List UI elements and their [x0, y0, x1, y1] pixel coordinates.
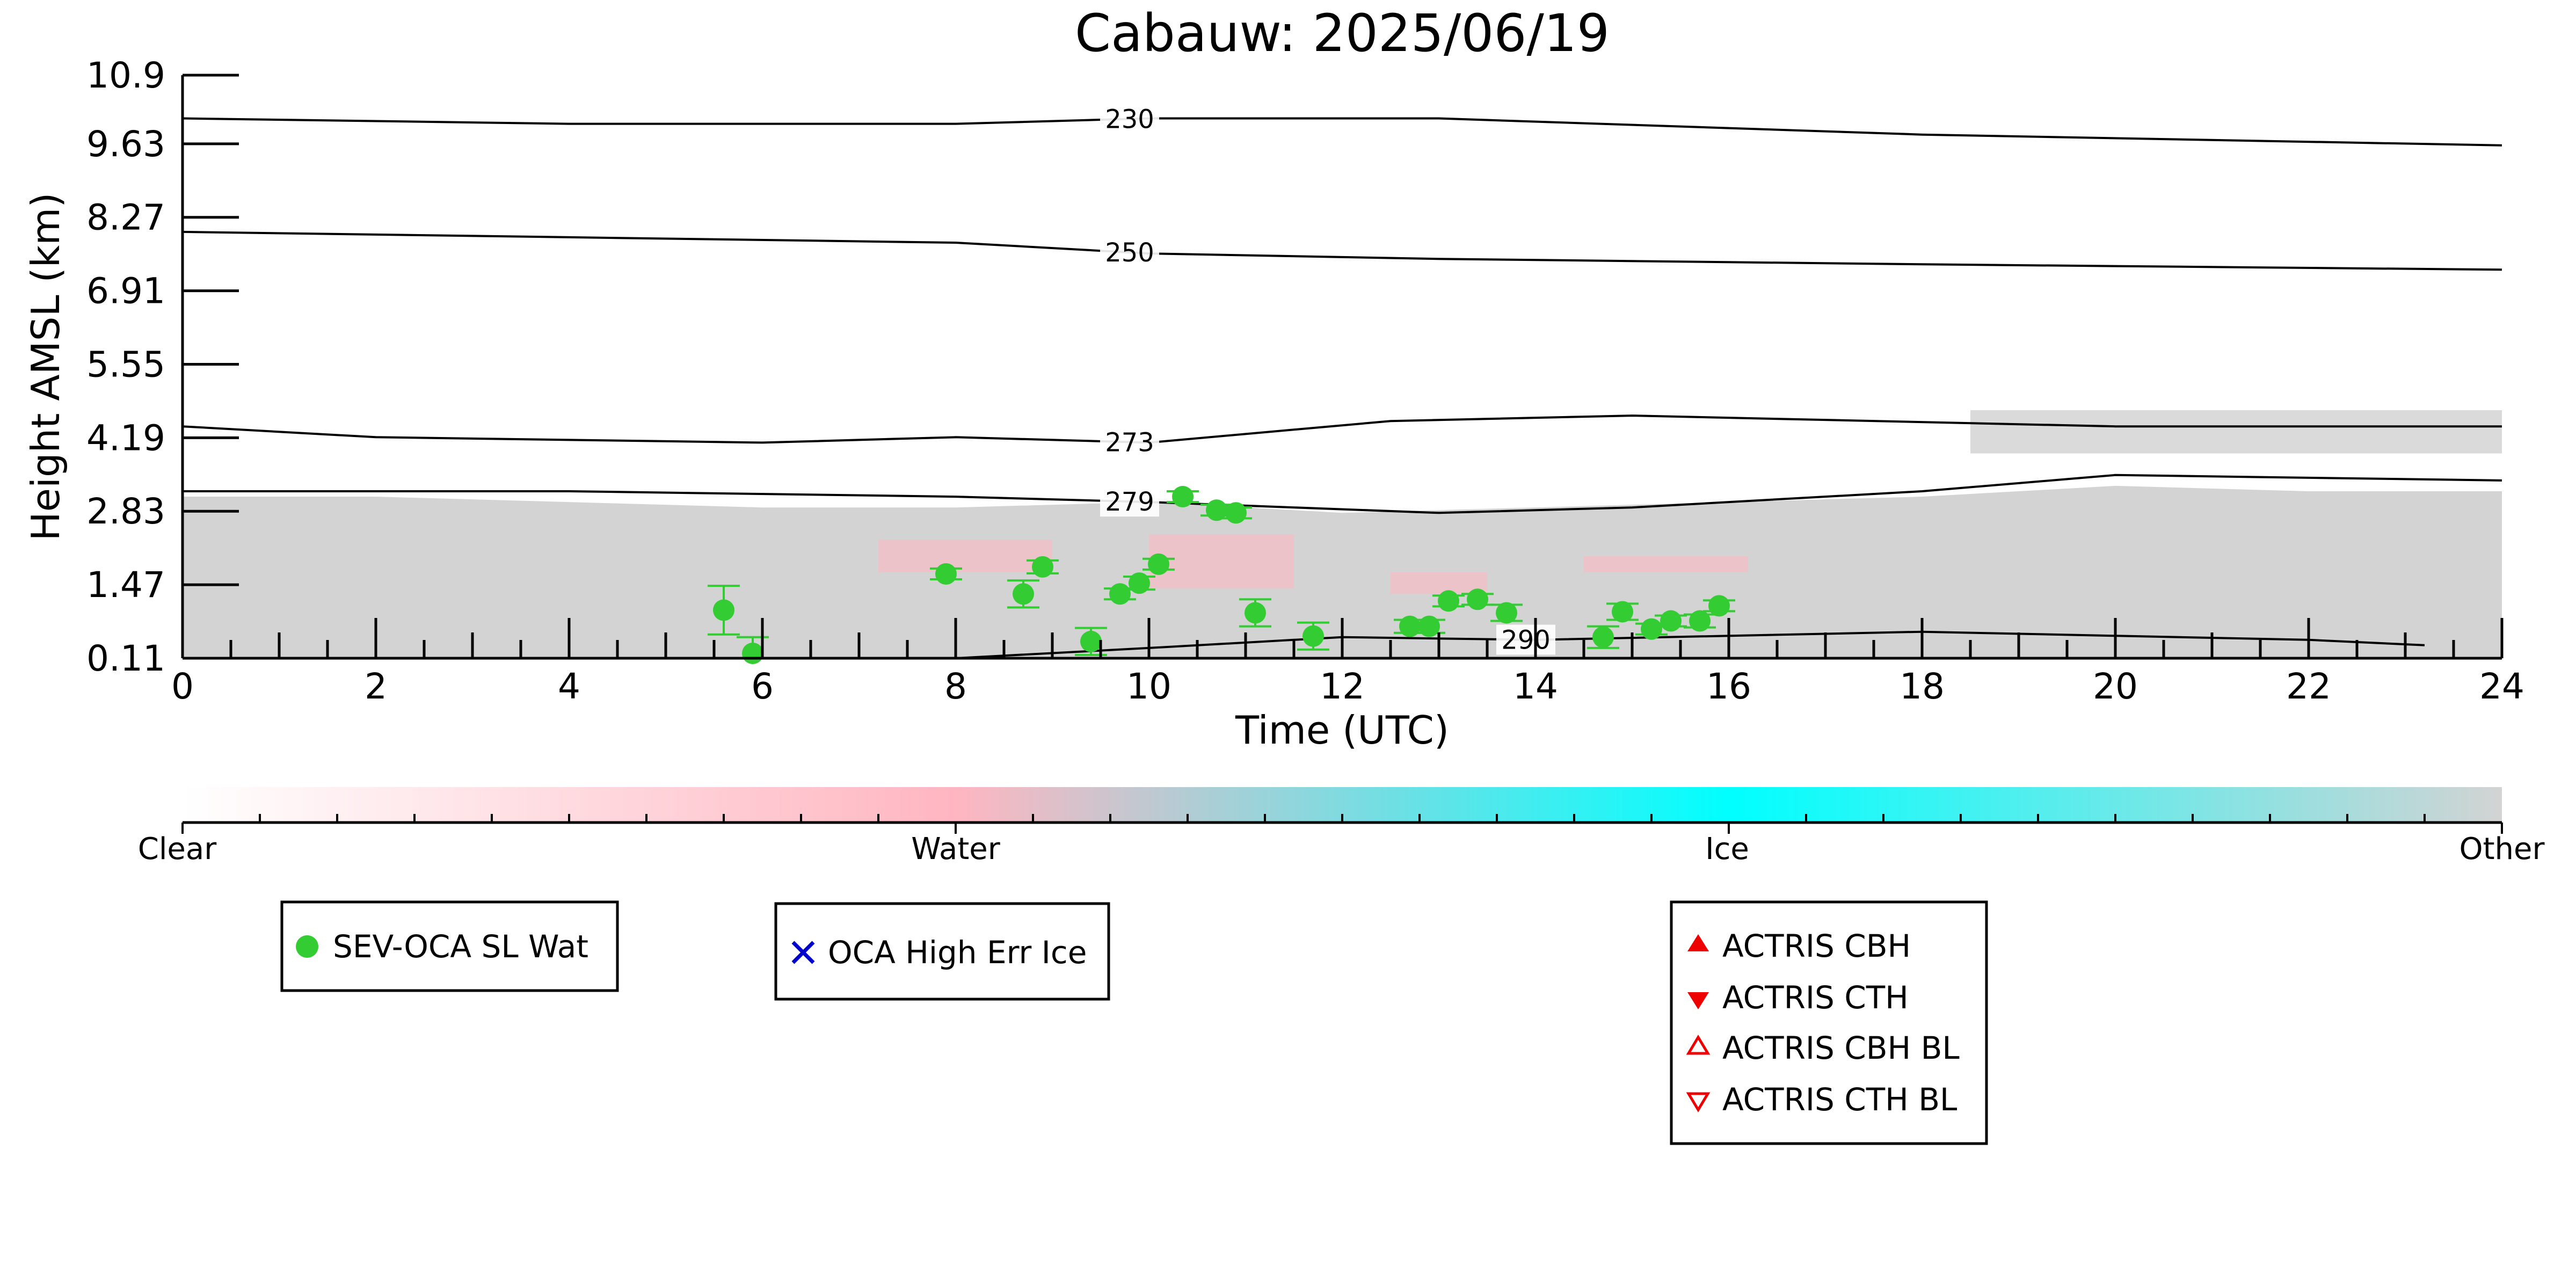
gray-cloud-layer	[183, 485, 2502, 658]
x-axis-label: Time (UTC)	[1235, 708, 1449, 753]
data-point	[1418, 615, 1440, 637]
x-tick-label: 18	[1900, 666, 1945, 707]
legend-marker-green-circle	[296, 935, 318, 958]
legend-actris: ACTRIS CBH ACTRIS CTH ACTRIS CBH BL ACTR…	[1670, 900, 1988, 1145]
y-tick-label: 4.19	[86, 417, 165, 459]
legend-marker-triangle-up-open-icon	[1686, 1035, 1711, 1055]
colorbar-label-clear: Clear	[138, 832, 217, 867]
x-tick-label: 24	[2479, 666, 2524, 707]
data-point	[1129, 572, 1150, 594]
x-tick-label: 16	[1706, 666, 1751, 707]
y-tick-label: 9.63	[86, 123, 165, 165]
water-patch	[878, 540, 1052, 572]
x-tick-label: 20	[2093, 666, 2138, 707]
x-tick-label: 8	[944, 666, 967, 707]
x-ticks: 0 2 4 6 8 10 12 14 16 18 20 22 24	[171, 618, 2524, 707]
data-point	[1612, 601, 1633, 623]
data-point	[1496, 602, 1517, 624]
contour-label-bg	[1100, 486, 1159, 517]
legend-label-sev-oca: SEV-OCA SL Wat	[333, 928, 588, 965]
legend-label-oca-ice: OCA High Err Ice	[828, 934, 1087, 971]
data-point	[1080, 630, 1102, 652]
data-point	[1641, 618, 1662, 640]
y-ticks: 0.11 1.47 2.83 4.19 5.55 6.91 8.27 9.63 10.9	[86, 55, 239, 679]
contour-line-250	[183, 230, 2502, 271]
contour-label-230: 230	[1105, 105, 1154, 135]
upper-gray-cloud-layer	[1970, 410, 2502, 454]
data-point	[1302, 625, 1324, 647]
data-point	[1467, 588, 1488, 610]
contour-label-290: 290	[1501, 625, 1551, 656]
data-point	[1689, 610, 1711, 632]
data-point	[742, 642, 763, 664]
data-point	[1206, 499, 1227, 521]
contour-label-bg	[1100, 237, 1159, 268]
data-point	[1399, 615, 1421, 637]
colorbar-ticks	[181, 814, 2503, 834]
legend-box	[280, 900, 619, 992]
legend-marker-blue-x-icon	[791, 941, 815, 964]
y-tick-label: 10.9	[86, 55, 165, 96]
legend-marker-triangle-up-icon	[1687, 934, 1709, 951]
legend-label-actris-cbh: ACTRIS CBH	[1722, 928, 1911, 964]
data-point	[1708, 595, 1730, 617]
y-tick-label: 2.83	[86, 491, 165, 532]
x-tick-label: 4	[558, 666, 580, 707]
contour-line-230	[183, 117, 2502, 147]
data-point	[1032, 556, 1053, 578]
legend-marker-triangle-down-open-icon	[1686, 1092, 1711, 1112]
contour-label-273: 273	[1105, 427, 1154, 457]
legend-label-actris-cth: ACTRIS CTH	[1722, 979, 1909, 1016]
x-tick-label: 14	[1513, 666, 1558, 707]
x-tick-label: 2	[365, 666, 387, 707]
y-tick-label: 0.11	[86, 638, 165, 679]
y-tick-label: 6.91	[86, 271, 165, 312]
contour-label-bg	[1100, 104, 1159, 134]
data-point	[1148, 553, 1169, 575]
x-tick-label: 12	[1320, 666, 1365, 707]
legend-label-actris-cth-bl: ACTRIS CTH BL	[1722, 1081, 1957, 1118]
x-tick-label: 10	[1126, 666, 1171, 707]
data-point	[1109, 583, 1131, 605]
contour-label-bg	[1100, 427, 1159, 457]
y-tick-label: 1.47	[86, 564, 165, 606]
y-tick-label: 8.27	[86, 197, 165, 238]
y-tick-label: 5.55	[86, 344, 165, 385]
colorbar-label-other: Other	[2459, 832, 2545, 867]
legend-oca-ice: OCA High Err Ice	[774, 902, 1110, 1001]
legend-box	[1670, 900, 1988, 1145]
data-point	[1225, 502, 1247, 524]
chart-title: Cabauw: 2025/06/19	[1075, 3, 1610, 63]
colorbar-label-ice: Ice	[1705, 832, 1749, 867]
x-tick-label: 22	[2286, 666, 2331, 707]
contour-label-250: 250	[1105, 238, 1154, 268]
water-patch	[1149, 534, 1294, 589]
colorbar-label-water: Water	[911, 832, 1001, 867]
legend-marker-triangle-down-icon	[1687, 992, 1709, 1009]
contour-line-279	[183, 474, 2502, 514]
data-point	[1013, 583, 1034, 605]
legend-sev-oca: SEV-OCA SL Wat	[280, 900, 619, 992]
data-point	[713, 599, 734, 621]
water-patch	[1391, 572, 1487, 594]
data-point	[1438, 590, 1459, 612]
data-point	[1172, 486, 1194, 508]
y-axis-label: Height AMSL (km)	[23, 193, 68, 541]
data-point	[1245, 602, 1266, 624]
data-point	[1592, 626, 1614, 648]
cloud-mask-field	[183, 410, 2502, 658]
x-tick-label: 6	[751, 666, 774, 707]
contour-label-279: 279	[1105, 487, 1154, 517]
contour-label-bg	[1496, 624, 1555, 655]
water-patch	[1584, 556, 1748, 572]
sev-oca-series	[708, 486, 1735, 664]
x-tick-label: 0	[171, 666, 194, 707]
legend-label-actris-cbh-bl: ACTRIS CBH BL	[1722, 1030, 1960, 1066]
data-point	[935, 563, 957, 585]
colorbar: Clear Water Ice Other	[138, 787, 2545, 867]
data-point	[1660, 610, 1682, 632]
legend-box	[774, 902, 1110, 1001]
